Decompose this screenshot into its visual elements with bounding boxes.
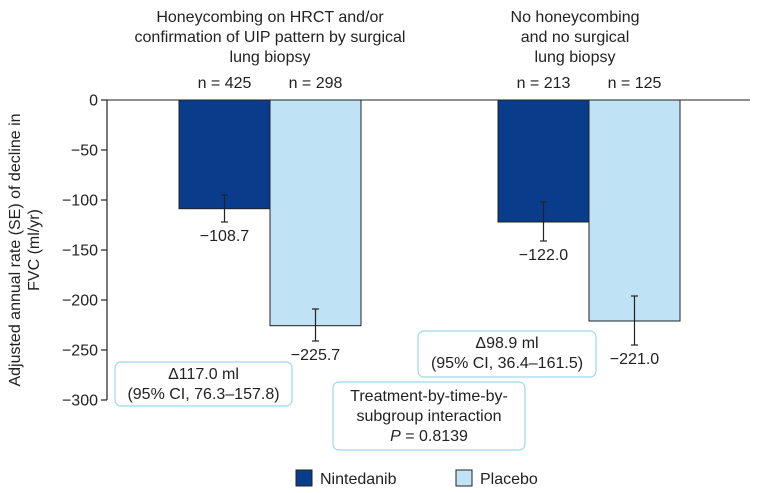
- group-title-line: lung biopsy: [535, 49, 616, 66]
- legend-label: Placebo: [480, 471, 538, 488]
- legend-swatch-placebo: [455, 469, 473, 487]
- bar-placebo: [588, 99, 681, 322]
- difference-text: Δ98.9 ml: [475, 335, 538, 352]
- y-axis-label-line: FVC (ml/yr): [26, 209, 43, 291]
- difference-text: (95% CI, 76.3–157.8): [127, 386, 279, 403]
- y-tick-label: −200: [62, 293, 98, 310]
- group-title-line: and no surgical: [521, 29, 630, 46]
- n-label: n = 125: [608, 75, 662, 92]
- n-label: n = 213: [517, 75, 571, 92]
- difference-text: (95% CI, 36.4–161.5): [431, 355, 583, 372]
- interaction-box: [332, 381, 526, 451]
- y-axis-label: Adjusted annual rate (SE) of decline in F…: [7, 113, 43, 386]
- difference-text: Δ117.0 ml: [168, 366, 239, 383]
- data-label: −122.0: [519, 247, 568, 264]
- y-tick-label: −50: [71, 143, 98, 160]
- data-label: −221.0: [610, 351, 659, 368]
- legend-label: Nintedanib: [320, 471, 397, 488]
- group-title-line: No honeycombing: [511, 9, 640, 26]
- data-label: −108.7: [200, 228, 249, 245]
- n-label: n = 425: [198, 75, 252, 92]
- interaction-text: Treatment-by-time-by-: [350, 388, 508, 405]
- interaction-text: subgroup interaction: [357, 408, 502, 425]
- difference-box: [114, 361, 293, 407]
- legend-swatch-nintedanib: [295, 469, 313, 487]
- y-tick-label: 0: [89, 93, 98, 110]
- bar-placebo: [269, 99, 362, 327]
- difference-box: [417, 330, 597, 378]
- group-title-line: confirmation of UIP pattern by surgical: [135, 29, 406, 46]
- y-tick-label: −100: [62, 193, 98, 210]
- bar-nintedanib: [178, 99, 271, 210]
- interaction-text: P = 0.8139: [390, 428, 468, 445]
- data-label: −225.7: [291, 347, 340, 364]
- y-tick-label: −250: [62, 343, 98, 360]
- y-tick-label: −150: [62, 243, 98, 260]
- group-title-line: lung biopsy: [230, 49, 311, 66]
- n-label: n = 298: [289, 75, 343, 92]
- y-tick-label: −300: [62, 393, 98, 410]
- y-axis-label-line: Adjusted annual rate (SE) of decline in: [7, 113, 24, 386]
- group-title-line: Honeycombing on HRCT and/or: [156, 9, 384, 26]
